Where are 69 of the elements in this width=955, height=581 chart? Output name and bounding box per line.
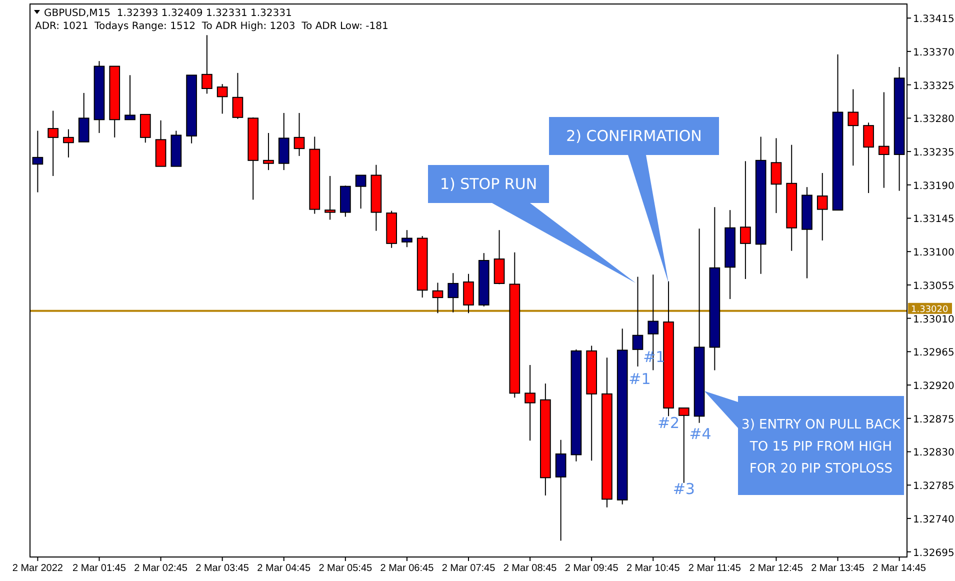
candlestick (848, 88, 859, 166)
candlestick (816, 172, 828, 241)
candlestick (863, 122, 874, 194)
y-tick-label: 1.32695 (913, 548, 954, 559)
x-tick-label: 2 Mar 07:45 (442, 563, 496, 574)
y-tick-label: 1.33280 (913, 114, 954, 126)
candlestick (32, 130, 44, 193)
candlestick (402, 230, 412, 248)
y-tick-label: 1.32875 (913, 414, 954, 426)
candlestick (432, 282, 444, 314)
candlestick (124, 74, 136, 120)
y-tick-label: 1.32830 (913, 448, 954, 459)
y-tick-label: 1.32785 (913, 481, 954, 492)
candlestick (463, 273, 474, 314)
y-tick-label: 1.33190 (913, 180, 954, 192)
candlestick (63, 128, 74, 158)
x-tick-label: 2 Mar 03:45 (196, 563, 250, 574)
x-tick-label: 2 Mar 12:45 (750, 563, 804, 574)
annotation: #4 (689, 425, 712, 443)
y-tick-label: 1.33055 (913, 280, 954, 292)
y-tick-label: 1.33415 (913, 14, 954, 26)
y-tick-label: 1.33010 (913, 314, 954, 326)
candlestick (263, 132, 274, 171)
candlestick (355, 174, 366, 210)
annotation: 2) CONFIRMATION (566, 127, 702, 145)
candlestick (216, 84, 228, 114)
x-tick-label: 2 Mar 06:45 (380, 563, 434, 574)
x-tick-label: 2 Mar 2022 (12, 563, 64, 574)
annotation: 1) STOP RUN (440, 175, 538, 193)
y-tick-label: 1.33235 (913, 148, 954, 159)
chart-title: GBPUSD,M15 1.32393 1.32409 1.32331 1.32331 (44, 8, 292, 19)
y-tick-label: 1.33370 (913, 47, 954, 58)
candlestick (202, 34, 212, 94)
annotation: #2 (657, 414, 680, 432)
annotation: #3 (672, 480, 695, 498)
x-tick-label: 2 Mar 05:45 (318, 563, 373, 574)
x-tick-label: 2 Mar 10:45 (626, 563, 680, 574)
candlestick (878, 92, 890, 188)
x-tick-label: 2 Mar 02:45 (134, 563, 188, 574)
y-tick-label: 1.33145 (913, 214, 954, 226)
ref-line-label: 1.33020 (911, 304, 948, 315)
candlestick (324, 175, 336, 220)
x-tick-label: 2 Mar 13:45 (811, 563, 865, 574)
candlestick (770, 138, 782, 214)
candlestick (632, 276, 644, 367)
y-tick-label: 1.32965 (913, 348, 954, 359)
x-tick-label: 2 Mar 08:45 (503, 563, 558, 574)
text: ADR: 1021 Todays Range: 1512 To ADR High: 1203 To ADR Low: -181 (35, 21, 388, 32)
candlestick (555, 439, 566, 542)
y-tick-label: 1.32740 (913, 514, 954, 526)
candlestick (678, 408, 690, 484)
x-tick-label: 2 Mar 04:45 (257, 563, 311, 574)
y-tick-label: 1.32920 (913, 381, 954, 392)
candlestick (524, 364, 536, 442)
y-tick-label: 1.33325 (913, 80, 954, 92)
candlestick (294, 112, 305, 156)
candlestick (740, 160, 751, 280)
x-tick-label: 2 Mar 11:45 (688, 563, 742, 574)
annotation: #1 (628, 370, 651, 388)
x-tick-label: 2 Mar 01:45 (72, 563, 126, 574)
candlestick (140, 114, 151, 144)
annotation: 3) ENTRY ON PULL BACK TO 15 PIP FROM HIGH FOR 20 PIP STOPLOSS (742, 418, 901, 476)
candlestick (448, 272, 459, 313)
candlestick (232, 72, 244, 120)
y-tick-label: 1.33100 (913, 248, 954, 259)
x-tick-label: 2 Mar 14:45 (872, 563, 926, 574)
candlestick (48, 110, 58, 176)
candlestick (78, 92, 90, 142)
x-tick-label: 2 Mar 09:45 (564, 563, 619, 574)
